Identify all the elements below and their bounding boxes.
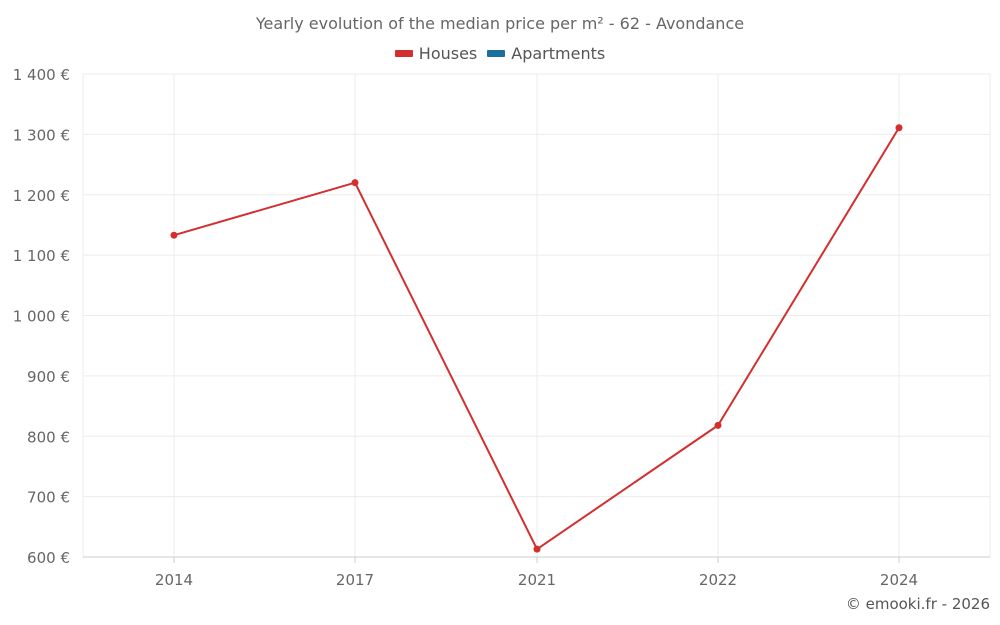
y-tick-label: 800 €	[27, 428, 70, 446]
chart-title: Yearly evolution of the median price per…	[255, 14, 745, 33]
x-tick-label: 2014	[155, 571, 193, 589]
y-tick-label: 1 000 €	[13, 308, 70, 326]
legend-label-houses: Houses	[418, 44, 478, 63]
y-tick-label: 1 200 €	[13, 187, 70, 205]
legend-item-apartments[interactable]: Apartments	[487, 44, 605, 63]
legend-item-houses[interactable]: Houses	[394, 44, 478, 63]
y-tick-label: 600 €	[27, 549, 70, 567]
data-point	[714, 421, 722, 429]
y-tick-label: 1 100 €	[13, 247, 70, 265]
legend-swatch-houses	[394, 50, 413, 57]
data-point	[895, 124, 903, 132]
legend-swatch-apartments	[487, 50, 506, 57]
y-tick-label: 900 €	[27, 368, 70, 386]
y-tick-label: 700 €	[27, 489, 70, 507]
x-tick-label: 2017	[336, 571, 374, 589]
legend-label-apartments: Apartments	[511, 44, 606, 63]
x-tick-label: 2021	[518, 571, 556, 589]
data-point	[170, 231, 178, 239]
data-point	[533, 545, 541, 553]
y-tick-label: 1 300 €	[13, 126, 70, 144]
y-tick-label: 1 400 €	[13, 66, 70, 84]
data-point	[351, 179, 359, 187]
chart-legend: Houses Apartments	[0, 44, 1000, 63]
credit-text: © emooki.fr - 2026	[845, 595, 990, 613]
x-tick-label: 2024	[880, 571, 918, 589]
x-tick-label: 2022	[699, 571, 737, 589]
